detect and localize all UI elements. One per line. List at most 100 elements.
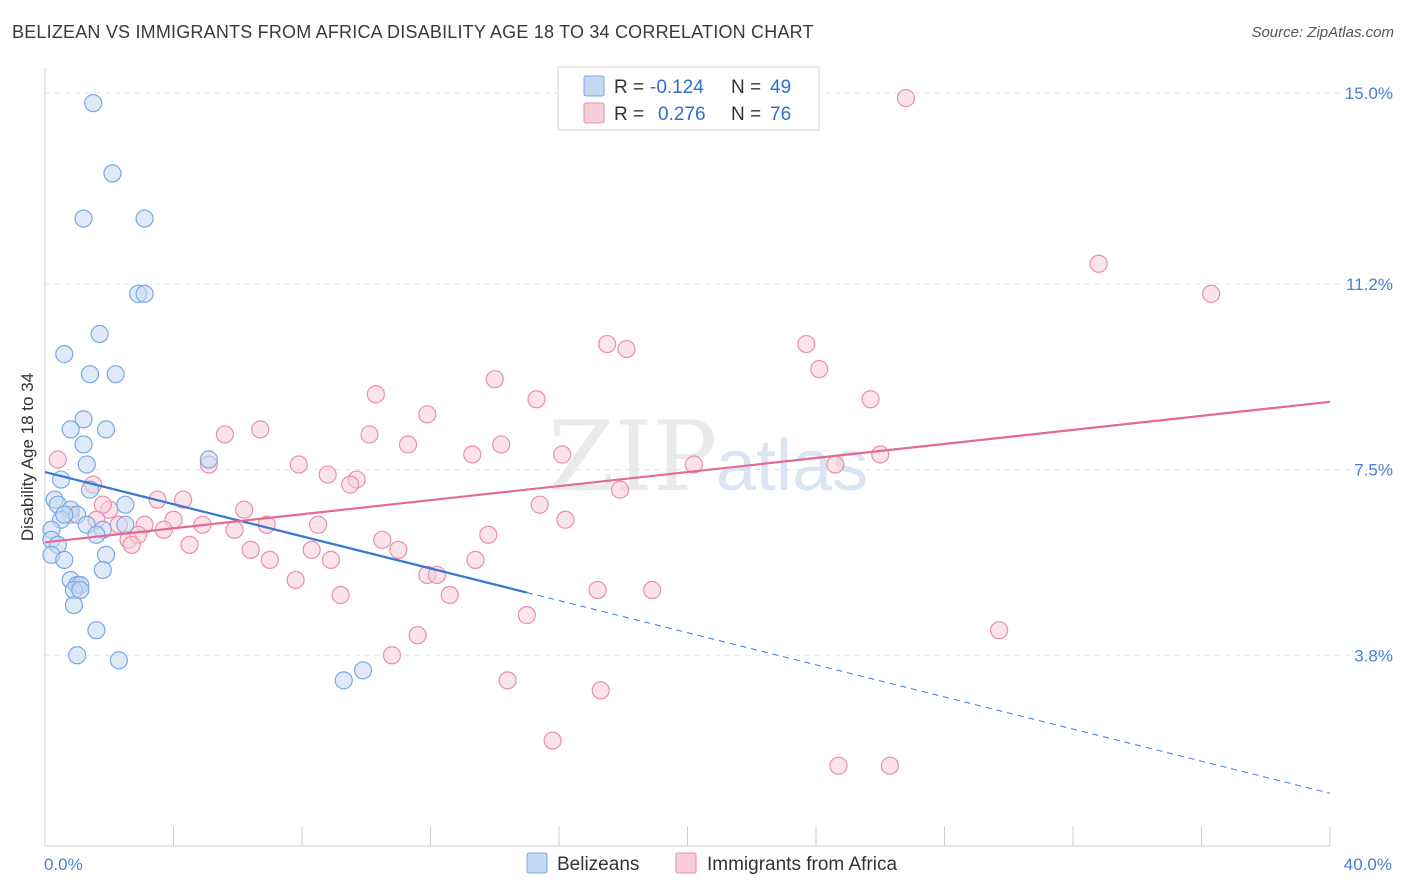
scatter-point	[74, 209, 93, 228]
legend-r-label-pink: R =	[614, 104, 644, 125]
scatter-point	[588, 580, 607, 600]
scatter-point	[90, 324, 109, 344]
scatter-point	[373, 530, 392, 549]
scatter-point	[174, 490, 193, 509]
series-legend-swatch-africa	[675, 852, 697, 874]
scatter-point	[797, 334, 816, 354]
scatter-point	[241, 540, 260, 559]
scatter-point	[135, 284, 154, 303]
trend-line-immigrants-from-africa	[44, 400, 1331, 544]
scatter-point	[440, 585, 459, 605]
y-tick-label: 15.0%	[1345, 84, 1393, 103]
series-legend-immigrants-from-africa: Immigrants from Africa	[707, 854, 897, 875]
scatter-point	[68, 646, 87, 665]
scatter-point	[360, 425, 379, 444]
scatter-point	[553, 445, 572, 464]
legend-r-label-blue: R =	[614, 77, 644, 98]
scatter-point	[492, 435, 511, 454]
scatter-point	[215, 425, 234, 444]
scatter-point	[74, 435, 93, 454]
correlation-legend: R = -0.124 N = 49 R = 0.276 N = 76	[557, 66, 820, 131]
scatter-point	[93, 495, 112, 514]
scatter-point	[517, 606, 536, 625]
scatter-point	[684, 455, 704, 474]
scatter-point	[334, 671, 353, 690]
legend-r-value-blue: -0.124	[650, 77, 704, 98]
scatter-point	[103, 164, 122, 183]
x-ticks	[44, 826, 1331, 846]
scatter-point	[389, 540, 408, 559]
series-belizeans	[42, 94, 373, 690]
scatter-point	[106, 365, 125, 384]
legend-swatch-blue	[583, 75, 605, 97]
series-legend: Belizeans Immigrants from Africa	[526, 852, 897, 875]
scatter-point	[591, 681, 610, 700]
scatter-point	[556, 510, 575, 529]
scatter-point	[418, 405, 437, 424]
scatter-point	[610, 480, 630, 499]
scatter-point	[527, 390, 546, 409]
gridlines	[45, 92, 1395, 656]
scatter-point	[251, 420, 270, 439]
scatter-point	[116, 495, 135, 514]
scatter-point	[331, 585, 350, 605]
series-immigrants-from-africa	[48, 89, 1221, 775]
scatter-point	[289, 455, 308, 474]
scatter-point	[286, 570, 305, 590]
scatter-point	[398, 435, 418, 454]
scatter-point	[353, 661, 373, 680]
scatter-point	[617, 339, 636, 359]
scatter-point	[1202, 284, 1221, 303]
scatter-point	[810, 360, 829, 379]
scatter-point	[93, 560, 112, 580]
scatter-point	[96, 545, 116, 564]
scatter-point	[87, 525, 106, 544]
scatter-point	[643, 580, 662, 600]
scatter-point	[55, 505, 74, 524]
x-tick-label-max: 40.0%	[1344, 855, 1392, 874]
scatter-point	[990, 621, 1009, 640]
scatter-point	[71, 580, 90, 600]
scatter-point	[77, 455, 96, 474]
scatter-point	[48, 450, 67, 469]
scatter-point	[318, 465, 337, 484]
scatter-point	[64, 595, 84, 615]
scatter-point	[80, 365, 100, 384]
scatter-point	[55, 345, 74, 364]
scatter-point	[498, 671, 517, 690]
scatter-point	[861, 390, 880, 409]
scatter-point	[180, 535, 199, 554]
y-axis-label: Disability Age 18 to 34	[18, 373, 37, 541]
x-tick-label-min: 0.0%	[44, 855, 83, 874]
scatter-point	[880, 756, 899, 775]
scatter-point	[135, 209, 154, 228]
scatter-point	[321, 550, 341, 569]
scatter-point	[382, 646, 402, 665]
legend-n-value-blue: 49	[770, 77, 791, 98]
y-tick-label: 7.5%	[1354, 461, 1393, 480]
scatter-point	[84, 94, 103, 113]
trend-line-belizeans-extrapolated	[526, 592, 1331, 794]
y-tick-label: 3.8%	[1354, 646, 1393, 665]
series-legend-belizeans: Belizeans	[557, 854, 639, 875]
legend-n-value-pink: 76	[770, 104, 791, 125]
scatter-point	[235, 500, 254, 519]
scatter-point	[341, 475, 360, 494]
legend-n-label-pink: N =	[731, 104, 761, 125]
y-tick-label: 11.2%	[1346, 275, 1393, 294]
legend-swatch-pink	[583, 102, 605, 124]
series-legend-swatch-belizeans	[526, 852, 548, 874]
scatter-point	[122, 535, 141, 554]
scatter-point	[55, 550, 74, 569]
scatter-point	[116, 515, 135, 534]
scatter-point	[109, 651, 128, 670]
scatter-point	[96, 420, 116, 439]
scatter-point	[74, 410, 93, 429]
scatter-point	[61, 420, 80, 439]
source-label: Source: ZipAtlas.com	[1251, 24, 1394, 41]
y-tick-labels: 3.8% 7.5% 11.2% 15.0%	[1345, 84, 1393, 665]
scatter-point	[1089, 254, 1108, 273]
scatter-point	[530, 495, 549, 514]
trend-lines	[44, 400, 1331, 794]
scatter-point	[829, 756, 848, 775]
